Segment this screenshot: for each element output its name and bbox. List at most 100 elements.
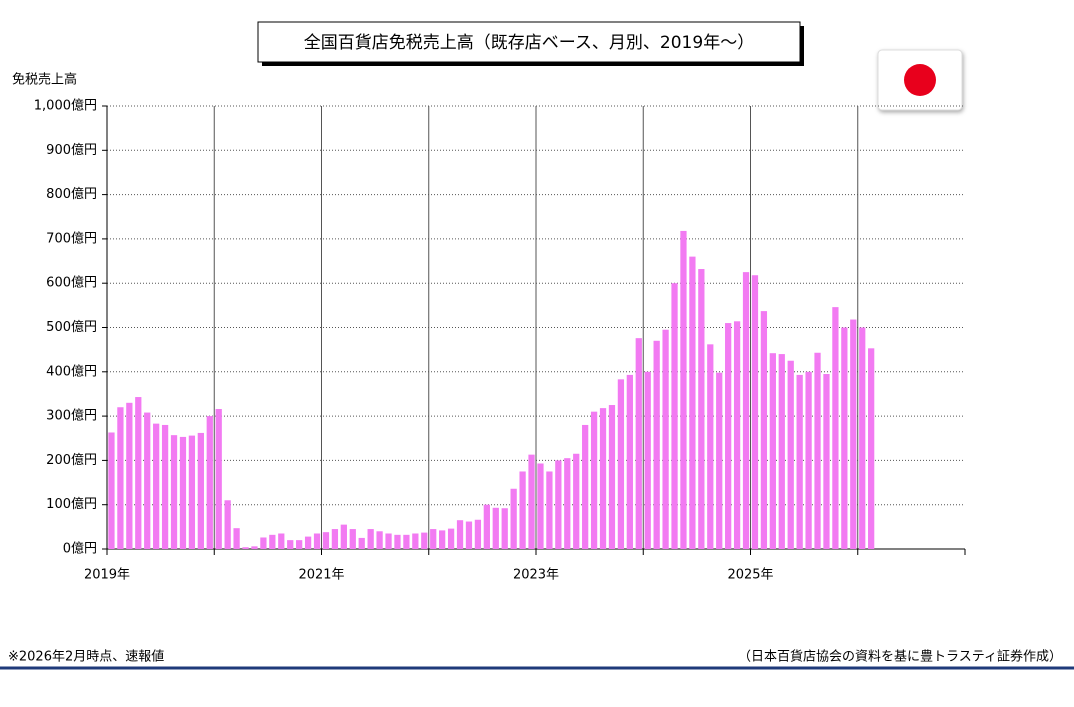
bar <box>340 524 347 549</box>
y-tick-label: 300億円 <box>46 408 97 424</box>
bar <box>564 458 571 549</box>
title-box <box>257 21 801 63</box>
y-tick-label: 200億円 <box>46 452 97 468</box>
bar <box>251 546 258 549</box>
bar <box>653 340 660 549</box>
bar <box>161 424 169 549</box>
bar <box>635 338 642 549</box>
bar <box>135 397 142 549</box>
bar <box>608 405 616 549</box>
bar <box>510 488 517 549</box>
bar <box>215 409 222 549</box>
bar <box>188 435 196 549</box>
bar <box>868 348 875 549</box>
bar <box>716 372 723 549</box>
bar <box>760 311 768 549</box>
bar <box>707 344 714 549</box>
bar <box>555 460 562 549</box>
bar <box>814 352 821 549</box>
bar <box>367 529 374 549</box>
bar <box>680 230 687 549</box>
y-tick-label: 600億円 <box>46 275 97 291</box>
bar <box>349 529 356 549</box>
y-tick-label: 800億円 <box>46 186 97 202</box>
bar <box>233 528 240 549</box>
bar <box>421 532 428 549</box>
bar <box>725 323 732 549</box>
bar <box>850 319 857 549</box>
bar <box>465 521 473 549</box>
x-tick-label: 2023年 <box>513 568 559 583</box>
y-axis-label: 免税売上高 <box>12 72 77 88</box>
bar <box>331 529 339 549</box>
bar <box>751 275 759 549</box>
bar <box>313 533 321 549</box>
x-tick-label: 2021年 <box>298 568 344 583</box>
flag-sun <box>904 64 936 96</box>
bar <box>573 453 580 549</box>
bar <box>832 307 839 549</box>
bar <box>304 536 312 549</box>
y-tick-label: 400億円 <box>46 363 97 379</box>
bar <box>644 371 651 549</box>
bar <box>519 471 526 549</box>
bar <box>287 540 294 549</box>
bar <box>170 435 178 549</box>
bar <box>742 272 750 549</box>
bar <box>662 329 669 549</box>
bar <box>296 540 303 549</box>
bar <box>394 534 401 549</box>
x-tick-label: 2019年 <box>84 568 130 583</box>
bar <box>322 532 330 549</box>
y-tick-label: 0億円 <box>63 541 97 557</box>
y-tick-label: 700億円 <box>46 230 97 246</box>
bar <box>144 412 151 549</box>
bar <box>269 534 276 549</box>
bar <box>412 533 419 549</box>
bar <box>439 530 446 549</box>
bar <box>376 531 383 549</box>
bar <box>492 507 499 549</box>
source: （日本百貨店協会の資料を基に豊トラスティ証券作成） <box>738 649 1062 665</box>
bar <box>778 354 785 549</box>
bar <box>671 283 678 549</box>
bar <box>117 407 124 549</box>
bar <box>590 411 598 549</box>
y-tick-label: 500億円 <box>46 319 97 335</box>
bar <box>474 519 482 549</box>
bar <box>242 547 249 549</box>
bar <box>179 436 187 549</box>
bar <box>582 424 589 549</box>
bar <box>224 500 231 549</box>
bar <box>206 416 213 549</box>
bar <box>689 256 696 549</box>
x-tick-label: 2025年 <box>727 568 773 583</box>
bar <box>537 463 544 549</box>
bar <box>153 423 160 549</box>
bar <box>841 327 848 549</box>
bar <box>126 402 133 549</box>
bar <box>197 432 204 549</box>
bar <box>859 327 866 549</box>
bar <box>698 269 705 549</box>
bar <box>260 537 267 549</box>
bar <box>447 528 455 549</box>
bar <box>823 374 830 549</box>
bar <box>430 529 437 549</box>
bar <box>626 374 633 549</box>
y-tick-label: 1,000億円 <box>34 98 97 114</box>
bar <box>358 537 365 549</box>
bar <box>769 353 776 549</box>
bar <box>733 321 741 549</box>
bar <box>528 454 535 549</box>
bar <box>501 508 508 549</box>
bar <box>617 379 625 549</box>
y-tick-label: 100億円 <box>46 496 97 512</box>
bar <box>483 504 490 549</box>
footnote: ※2026年2月時点、速報値 <box>8 649 164 665</box>
bar <box>546 471 553 549</box>
bar <box>278 533 285 549</box>
bar <box>599 408 607 549</box>
bar <box>796 374 803 549</box>
